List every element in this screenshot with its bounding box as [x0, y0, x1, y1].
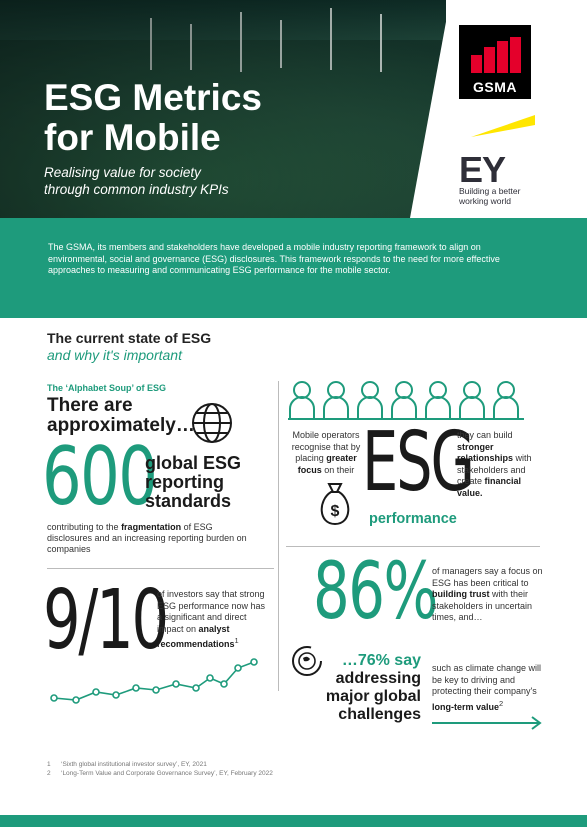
- ey-logo[interactable]: EY Building a better working world: [459, 115, 539, 206]
- svg-text:$: $: [331, 503, 340, 520]
- section-title: The current state of ESG: [47, 330, 212, 346]
- arrow-right-icon: [432, 716, 542, 730]
- page-title: ESG Metrics for Mobile: [44, 77, 262, 158]
- gsma-logo[interactable]: GSMA: [459, 25, 531, 99]
- alphabet-soup-label: The ‘Alphabet Soup’ of ESG: [47, 383, 167, 393]
- row-divider-right: [286, 546, 540, 547]
- stakeholders-icon: [288, 381, 524, 420]
- approx-heading: There are approximately…: [47, 395, 195, 436]
- footnotes: 1 ‘Sixth global institutional investor su…: [47, 760, 273, 778]
- hero-banner: ESG Metrics for Mobile Realising value f…: [0, 0, 587, 218]
- fragmentation-text: contributing to the fragmentation of ESG…: [47, 522, 247, 554]
- performance-label: performance: [369, 511, 457, 527]
- ey-tagline: Building a better working world: [459, 186, 521, 206]
- ey-beam-icon: [471, 115, 535, 137]
- footnote: 1 ‘Sixth global institutional investor su…: [47, 761, 207, 768]
- intro-band: The GSMA, its members and stakeholders h…: [0, 218, 587, 318]
- bottom-accent-bar: [0, 815, 587, 827]
- money-bag-icon: $: [320, 483, 350, 526]
- globe-cycle-icon: [292, 646, 322, 676]
- investors-text: of investors say that strong ESG perform…: [157, 589, 266, 649]
- stat-86-percent: 86%: [313, 547, 438, 637]
- esg-big-text: ESG: [362, 415, 475, 510]
- globe-icon: [192, 403, 232, 443]
- operators-text: Mobile operators recognise that by placi…: [291, 430, 361, 475]
- relationships-text: they can build stronger relationships wi…: [457, 430, 532, 498]
- footnote: 2 ‘Long-Term Value and Corporate Governan…: [47, 770, 273, 777]
- stat-9-of-10: 9/10: [43, 573, 169, 668]
- trend-line-icon: [50, 658, 258, 704]
- column-divider: [278, 381, 279, 691]
- hero-diagonal: [410, 0, 450, 218]
- stat-76-percent: …76% say addressing major global challen…: [325, 652, 421, 723]
- section-subtitle: and why it's important: [47, 347, 182, 363]
- page-subtitle: Realising value for society through comm…: [44, 165, 229, 197]
- ey-wordmark: EY: [459, 149, 506, 190]
- gsma-bars-icon: [471, 37, 523, 73]
- climate-text: such as climate change will be key to dr…: [432, 663, 542, 712]
- intro-text: The GSMA, its members and stakeholders h…: [48, 242, 500, 275]
- stat-600: 600: [42, 430, 158, 523]
- managers-text: of managers say a focus on ESG has been …: [432, 566, 543, 622]
- standards-label: global ESG reporting standards: [145, 453, 242, 511]
- row-divider-left: [47, 568, 274, 569]
- gsma-wordmark: GSMA: [473, 79, 517, 95]
